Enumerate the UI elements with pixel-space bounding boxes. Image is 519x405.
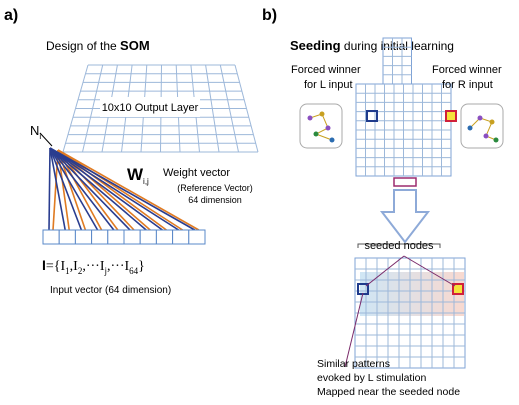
panel-title: Design of the SOM <box>46 38 150 53</box>
layer-label: 10x10 Output Layer <box>102 102 199 114</box>
formula-part: } <box>138 259 145 274</box>
weight-dim: 64 dimension <box>188 195 242 205</box>
seed-right <box>446 111 456 121</box>
weight-line <box>50 148 146 230</box>
weight-text: Weight vector <box>163 167 230 179</box>
input-formula: I={I1,I2,···Ij,···I64} <box>42 257 145 276</box>
title-bold: SOM <box>120 38 150 53</box>
panel-title: Seeding during initial learning <box>290 38 454 53</box>
input-cell <box>43 230 59 244</box>
weight-sub: i,j <box>143 177 149 186</box>
input-cell <box>75 230 91 244</box>
input-cell <box>124 230 140 244</box>
input-cell <box>156 230 172 244</box>
weight-note: (Reference Vector) <box>177 183 253 193</box>
input-cell <box>92 230 108 244</box>
weight-line <box>49 148 50 230</box>
input-cell <box>59 230 75 244</box>
title-text: Design of the <box>46 39 120 53</box>
input-row <box>43 230 205 244</box>
right-label: for R input <box>442 79 493 91</box>
input-caption: Input vector (64 dimension) <box>50 285 171 296</box>
input-cell <box>173 230 189 244</box>
caption: Mapped near the seeded node <box>317 386 460 398</box>
formula-part: ,···I <box>82 259 104 274</box>
title-text: during initial learning <box>341 39 454 53</box>
figure: a) Design of the SOM 10x10 Output Layer … <box>0 0 519 405</box>
formula-part: ={I <box>46 259 66 274</box>
right-label: Forced winner <box>432 64 502 76</box>
formula-part: ,···I <box>107 259 129 274</box>
left-label: Forced winner <box>291 64 361 76</box>
icon-left <box>300 104 342 148</box>
input-cell <box>140 230 156 244</box>
node-label: Ni <box>30 123 41 141</box>
input-cell <box>189 230 205 244</box>
panel-label: b) <box>262 7 277 24</box>
left-label: for L input <box>304 79 353 91</box>
caption: Similar patterns <box>317 358 390 370</box>
pointer <box>345 293 363 367</box>
input-cell <box>108 230 124 244</box>
weight-w: W <box>127 165 144 184</box>
down-arrow <box>382 178 428 242</box>
weight-symbol: Wi,j <box>127 165 149 186</box>
panel-label: a) <box>4 7 18 24</box>
seeded-label: seeded nodes <box>364 240 434 252</box>
weight-line <box>50 148 179 230</box>
caption: evoked by L stimulation <box>317 372 426 384</box>
som-grid-top <box>356 38 451 176</box>
icon-right <box>461 104 503 148</box>
node-n: N <box>30 123 39 138</box>
title-bold: Seeding <box>290 38 341 53</box>
node-pointer <box>40 133 52 146</box>
